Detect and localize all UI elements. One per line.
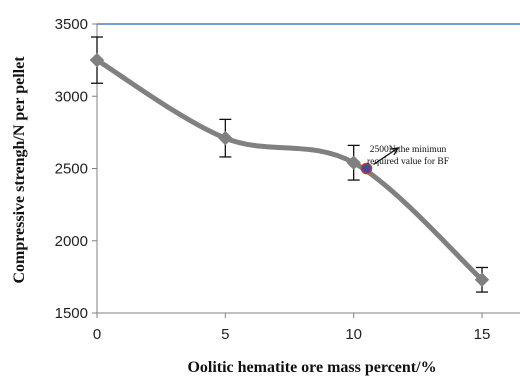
- x-tick-label: 10: [345, 326, 362, 343]
- highlight-point: [360, 162, 373, 175]
- arrow-shaft: [373, 147, 399, 166]
- annotation-arrow: [373, 147, 400, 166]
- y-tick-label: 3500: [55, 16, 88, 33]
- y-tick-label: 2500: [55, 161, 88, 178]
- x-tick-label: 0: [93, 326, 101, 343]
- data-markers: [89, 52, 490, 287]
- arrow-head: [389, 147, 400, 156]
- y-tick-label: 3000: [55, 88, 88, 105]
- data-point: [218, 130, 233, 146]
- y-tick-label: 2000: [55, 233, 88, 250]
- axes: [92, 23, 520, 318]
- x-axis-title: Oolitic hematite ore mass percent/%: [187, 359, 436, 376]
- x-tick-label: 5: [221, 326, 229, 343]
- data-point: [89, 52, 105, 68]
- x-tick-label: 15: [474, 326, 491, 343]
- y-axis-title: Compressive strengh/N per pellet: [11, 56, 28, 284]
- annotation-line-1: 2500N,the minimun: [370, 145, 447, 155]
- series-line: [94, 57, 485, 283]
- tick-labels: 1500 2000 2500 3000 3500 0 5 10 15: [55, 16, 491, 343]
- data-point: [346, 155, 361, 170]
- data-point: [474, 272, 490, 287]
- y-tick-label: 1500: [55, 305, 88, 322]
- annotation-line-2: required value for BF: [367, 156, 449, 167]
